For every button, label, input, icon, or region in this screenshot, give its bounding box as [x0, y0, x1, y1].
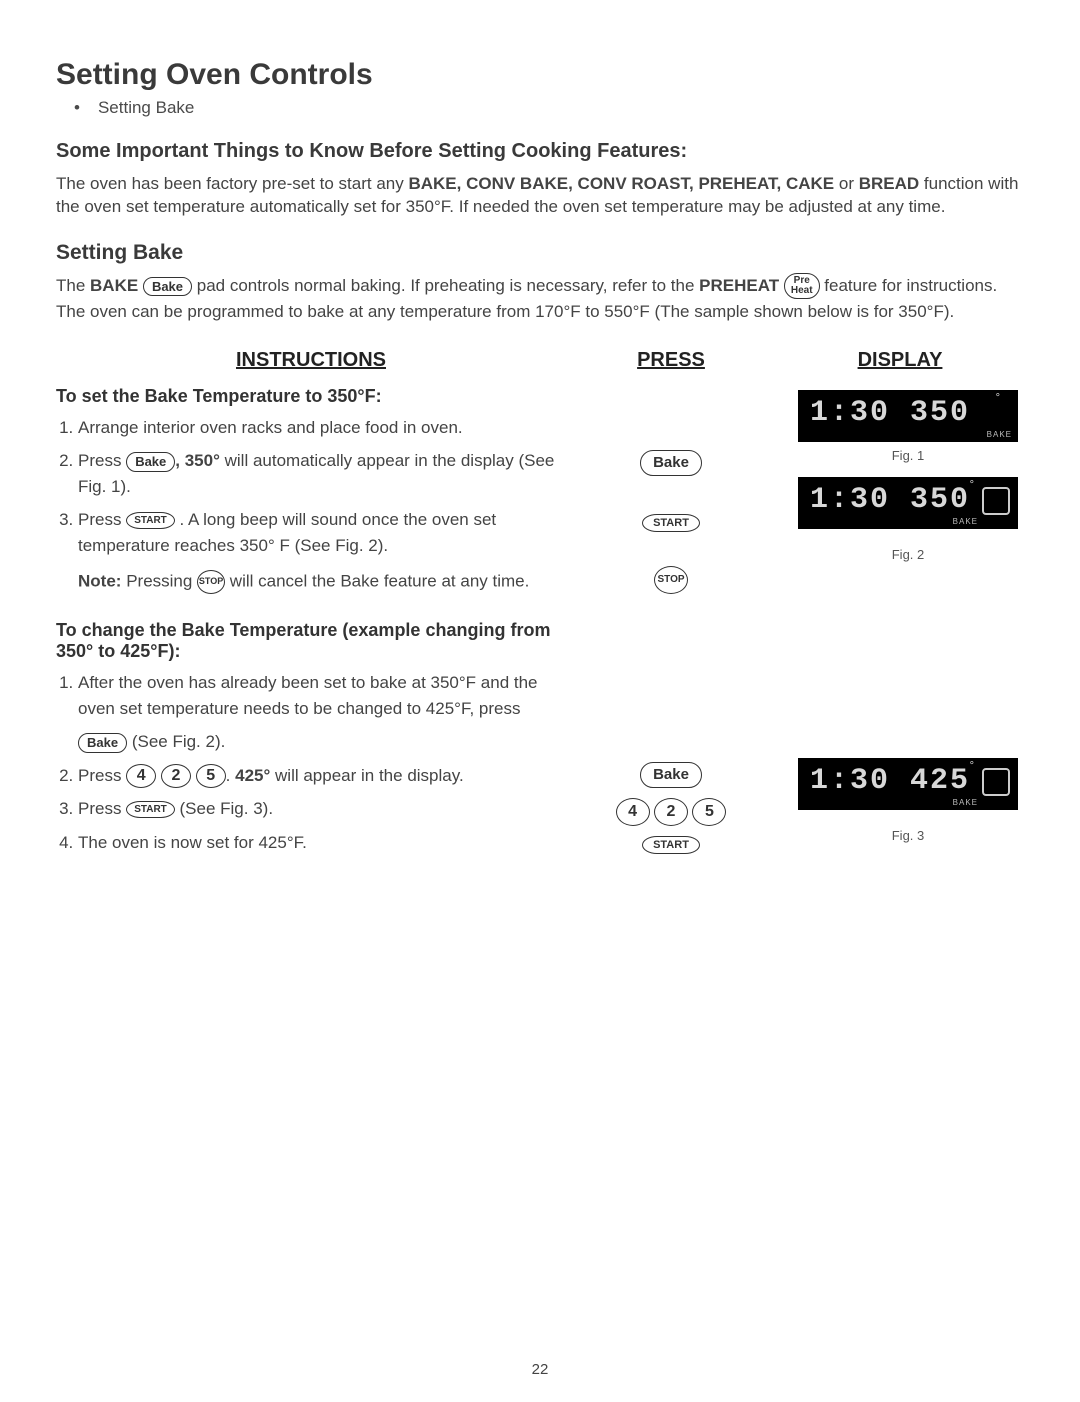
t: or	[839, 174, 859, 193]
stop-pad-icon: STOP	[197, 570, 225, 594]
digit-2-pad: 2	[654, 798, 688, 826]
degree-icon: °	[996, 392, 1000, 404]
t: Pressing	[126, 572, 197, 591]
instructions-header: INSTRUCTIONS	[56, 349, 566, 372]
step: After the oven has already been set to b…	[78, 670, 566, 755]
digit-5-pad: 5	[196, 764, 226, 788]
t: After the oven has already been set to b…	[78, 673, 538, 718]
display-fig1: 1:30 350 ° BAKE	[798, 390, 1018, 442]
preheat-pad-icon: Pre Heat	[784, 273, 820, 299]
step: The oven is now set for 425°F.	[78, 830, 566, 856]
display-mode: BAKE	[953, 798, 978, 807]
display-readout: 1:30 350	[810, 396, 970, 430]
t: Note:	[78, 572, 121, 591]
task2-title: To change the Bake Temperature (example …	[56, 620, 566, 662]
digit-2-pad: 2	[161, 764, 191, 788]
display-column: DISPLAY 1:30 350 ° BAKE Fig. 1 1:30 350 …	[776, 349, 1024, 856]
task2-steps: After the oven has already been set to b…	[78, 670, 566, 855]
t: will cancel the Bake feature at any time…	[230, 572, 530, 591]
bake-pad-icon: Bake	[143, 277, 192, 297]
page-bullet: •Setting Bake	[74, 98, 1024, 118]
degree-icon: °	[970, 760, 974, 772]
task1-title: To set the Bake Temperature to 350°F:	[56, 386, 566, 407]
t: pad controls normal baking. If preheatin…	[197, 276, 699, 295]
t: BAKE, CONV BAKE, CONV ROAST, PREHEAT, CA…	[408, 174, 834, 193]
start-pad-icon: START	[126, 512, 175, 529]
display-header: DISPLAY	[776, 349, 1024, 372]
display-indicator-icon	[982, 768, 1010, 796]
page-title: Setting Oven Controls	[56, 58, 1024, 92]
bake-pad-icon: Bake	[640, 762, 702, 788]
bake-pad-icon: Bake	[640, 450, 702, 476]
display-readout: 1:30 350	[810, 483, 970, 517]
page-number: 22	[0, 1361, 1080, 1378]
t: Press	[78, 799, 126, 818]
t: Press	[78, 451, 126, 470]
digit-5-pad: 5	[692, 798, 726, 826]
display-indicator-icon	[982, 487, 1010, 515]
press-header: PRESS	[586, 349, 756, 372]
display-fig2: 1:30 350 ° BAKE	[798, 477, 1018, 529]
t: will appear in the display.	[275, 766, 464, 785]
t: Heat	[791, 285, 813, 296]
t: (See Fig. 2).	[132, 732, 226, 751]
t: PREHEAT	[699, 276, 779, 295]
t: (See Fig. 3).	[180, 799, 274, 818]
press-column: PRESS Bake START STOP Bake 4 2 5 START	[586, 349, 756, 856]
start-pad-icon: START	[642, 836, 700, 854]
t: The	[56, 276, 90, 295]
t: BAKE	[90, 276, 138, 295]
digit-4-pad: 4	[126, 764, 156, 788]
t: BREAD	[859, 174, 919, 193]
step: Arrange interior oven racks and place fo…	[78, 415, 566, 441]
setting-bake-heading: Setting Bake	[56, 241, 1024, 265]
bullet-text: Setting Bake	[98, 98, 194, 117]
fig2-caption: Fig. 2	[798, 547, 1018, 562]
bake-pad-icon: Bake	[78, 733, 127, 753]
step: Press START . A long beep will sound onc…	[78, 507, 566, 558]
task1-note: Note: Pressing STOP will cancel the Bake…	[78, 570, 566, 594]
instructions-column: INSTRUCTIONS To set the Bake Temperature…	[56, 349, 566, 856]
digit-4-pad: 4	[616, 798, 650, 826]
stop-pad-icon: STOP	[654, 566, 688, 594]
t: 425°	[235, 766, 270, 785]
bake-pad-icon: Bake	[126, 452, 175, 472]
step: Press START (See Fig. 3).	[78, 796, 566, 822]
degree-icon: °	[970, 479, 974, 491]
task1-steps: Arrange interior oven racks and place fo…	[78, 415, 566, 559]
t: Press	[78, 766, 126, 785]
fig1-caption: Fig. 1	[798, 448, 1018, 463]
display-mode: BAKE	[953, 517, 978, 526]
setting-bake-body: The BAKE Bake pad controls normal baking…	[56, 273, 1024, 325]
fig3-caption: Fig. 3	[798, 828, 1018, 843]
step: Press 4 2 5. 425° will appear in the dis…	[78, 763, 566, 789]
display-mode: BAKE	[987, 430, 1012, 439]
display-fig3: 1:30 425 ° BAKE	[798, 758, 1018, 810]
step: Press Bake, 350° will automatically appe…	[78, 448, 566, 499]
t: Press	[78, 510, 126, 529]
start-pad-icon: START	[126, 801, 175, 818]
important-heading: Some Important Things to Know Before Set…	[56, 140, 1024, 163]
important-text: The oven has been factory pre-set to sta…	[56, 173, 1024, 219]
display-readout: 1:30 425	[810, 764, 970, 798]
t: The oven has been factory pre-set to sta…	[56, 174, 408, 193]
start-pad-icon: START	[642, 514, 700, 532]
t: , 350°	[175, 451, 220, 470]
